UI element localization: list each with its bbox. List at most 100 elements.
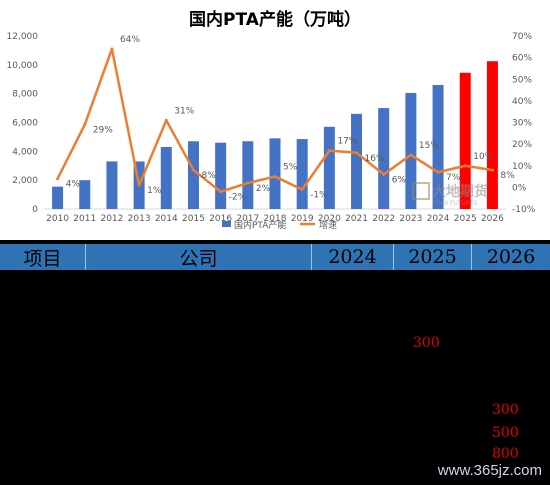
x-tick-label: 2011	[73, 214, 96, 224]
table-header: 项目 公司 2024 2025 2026	[0, 244, 550, 270]
line-data-label: 8%	[500, 171, 515, 181]
right-tick-label: 60%	[512, 54, 532, 64]
line-data-label: 10%	[473, 152, 493, 162]
line-data-label: -1%	[310, 191, 328, 201]
bar	[486, 61, 498, 209]
line-data-label: 15%	[419, 141, 439, 151]
line-data-label: 2%	[256, 184, 271, 194]
x-tick-label: 2025	[454, 214, 477, 224]
left-tick-label: 10,000	[7, 61, 39, 71]
line-point	[164, 118, 168, 122]
x-tick-label: 2014	[155, 214, 178, 224]
left-tick-label: 4,000	[12, 147, 38, 157]
line-data-label: 6%	[392, 175, 407, 185]
bar	[432, 85, 444, 209]
bar	[405, 92, 417, 209]
right-tick-label: 20%	[512, 140, 532, 150]
line-data-label: 7%	[446, 173, 461, 183]
x-tick-label: 2010	[46, 214, 69, 224]
x-axis-labels: 2010 2011 2012 2013 2014 2015 2016 2017 2018 2019…	[46, 214, 504, 224]
legend-swatch-bar	[222, 221, 231, 227]
line-point	[490, 168, 494, 172]
legend: 国内PTA产能 增速	[222, 219, 337, 231]
line-data-label: 16%	[365, 154, 385, 164]
bar	[187, 141, 199, 209]
x-tick-label: 2022	[372, 214, 395, 224]
line-point	[137, 183, 141, 187]
right-tick-label: 10%	[512, 162, 532, 172]
bar	[459, 72, 471, 209]
header-2026: 2026	[486, 246, 536, 268]
left-tick-label: 8,000	[12, 90, 38, 100]
dadi-logo: 大地期货 DADI FUTURES	[412, 182, 488, 207]
bar	[106, 161, 118, 209]
line-data-label: -2%	[229, 193, 247, 203]
line-point	[246, 181, 250, 185]
x-tick-label: 2023	[399, 214, 422, 224]
combo-chart: 国内PTA产能（万吨） 0 2,000 4,000 6,000 8,000 10,000 1…	[7, 9, 536, 231]
watermark: www.365jz.com	[437, 462, 542, 479]
table-value: 500	[492, 425, 519, 441]
right-tick-label: 70%	[512, 32, 532, 42]
x-tick-label: 2026	[481, 214, 504, 224]
line-point	[463, 164, 467, 168]
bar	[323, 126, 335, 209]
line-point	[436, 170, 440, 174]
line-data-label: 64%	[120, 35, 140, 45]
line-point	[382, 172, 386, 176]
line-point	[327, 149, 331, 153]
line-data-label: 17%	[337, 137, 357, 147]
line-point	[355, 151, 359, 155]
header-item: 项目	[0, 244, 86, 270]
line-point	[219, 190, 223, 194]
x-tick-label: 2013	[128, 214, 151, 224]
header-company: 公司	[86, 244, 312, 270]
bar	[296, 139, 308, 209]
x-tick-label: 2024	[427, 214, 450, 224]
right-tick-label: -10%	[512, 205, 536, 215]
bar	[160, 147, 172, 209]
bar	[79, 180, 91, 209]
legend-label-bar: 国内PTA产能	[234, 219, 286, 231]
right-tick-label: 30%	[512, 119, 532, 129]
left-tick-label: 6,000	[12, 119, 38, 129]
line-point	[110, 47, 114, 51]
line-data-label: 8%	[201, 171, 216, 181]
header-2024: 2024	[312, 244, 394, 270]
line-point	[409, 153, 413, 157]
header-2025: 2025	[394, 244, 472, 270]
left-tick-label: 12,000	[7, 32, 39, 42]
bar	[215, 142, 227, 209]
line-point	[56, 177, 60, 181]
x-tick-label: 2017	[236, 214, 259, 224]
chart-area: 国内PTA产能（万吨） 0 2,000 4,000 6,000 8,000 10,000 1…	[0, 0, 550, 240]
line-data-label: 5%	[283, 163, 298, 173]
legend-label-line: 增速	[319, 219, 337, 231]
line-point	[273, 175, 277, 179]
growth-line-series: 4% 29% 64% 1% 31% 8% -2% 2% 5% -1% 17% 16% 6% 15% 7% 10…	[56, 35, 515, 203]
line-data-label: 29%	[93, 126, 113, 136]
x-tick-label: 2018	[264, 214, 287, 224]
left-tick-label: 0	[32, 205, 38, 215]
x-tick-label: 2019	[291, 214, 314, 224]
line-point	[191, 168, 195, 172]
left-y-axis: 0 2,000 4,000 6,000 8,000 10,000 12,000	[7, 32, 506, 215]
line-point	[83, 123, 87, 127]
bar	[52, 186, 64, 209]
line-point	[300, 188, 304, 192]
x-tick-label: 2016	[209, 214, 232, 224]
logo-text: 大地期货	[432, 183, 488, 200]
table-value: 300	[492, 402, 519, 418]
bar	[351, 113, 363, 209]
x-tick-label: 2020	[318, 214, 341, 224]
bar	[378, 108, 390, 209]
bar	[269, 138, 281, 209]
table-value: 800	[492, 446, 519, 462]
x-tick-label: 2015	[182, 214, 205, 224]
line-data-label: 4%	[66, 180, 81, 190]
logo-subtext: DADI FUTURES	[433, 200, 478, 207]
right-tick-label: 40%	[512, 97, 532, 107]
line-data-label: 1%	[147, 186, 162, 196]
right-y-axis: -10% 0% 10% 20% 30% 40% 50% 60% 70%	[512, 32, 536, 215]
right-tick-label: 50%	[512, 75, 532, 85]
